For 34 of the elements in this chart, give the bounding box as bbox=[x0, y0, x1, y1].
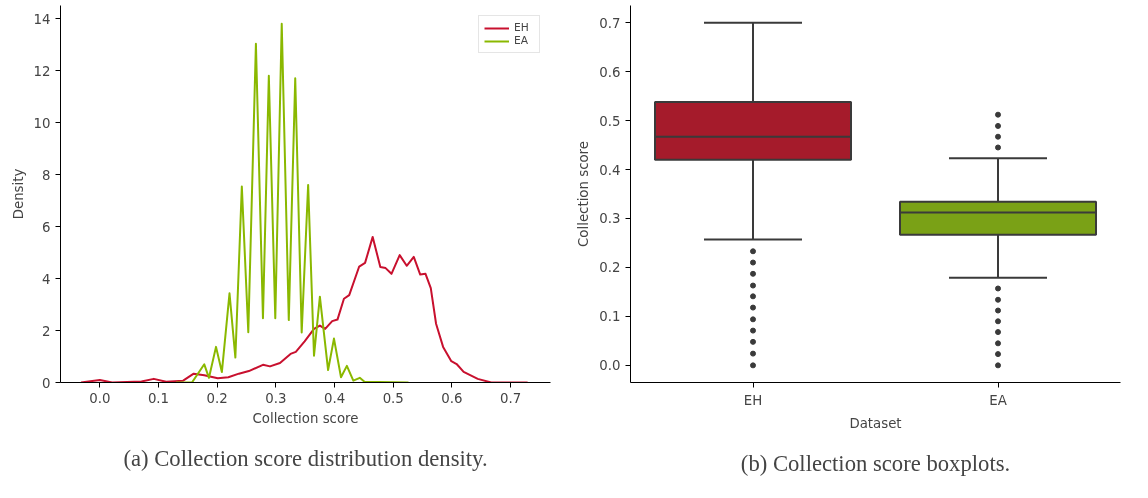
y-tick-label: 2 bbox=[42, 323, 51, 339]
x-tick-label: 0.2 bbox=[206, 390, 228, 406]
x-tick-label: 0.5 bbox=[382, 390, 404, 406]
y-tick-label: 0 bbox=[42, 375, 51, 391]
y-tick-label: 12 bbox=[33, 63, 51, 79]
x-tick-label: 0.7 bbox=[500, 390, 522, 406]
y-axis-title: Density bbox=[10, 168, 26, 220]
y-tick-label: 0.4 bbox=[599, 162, 621, 178]
y-tick-label: 0.1 bbox=[599, 309, 621, 325]
y-tick-label: 0.3 bbox=[599, 211, 621, 227]
y-tick-label: 0.5 bbox=[599, 113, 621, 129]
x-axis-title: Collection score bbox=[252, 410, 359, 426]
legend-label: EH bbox=[514, 21, 530, 34]
y-tick-label: 0.0 bbox=[599, 358, 621, 374]
y-tick-label: 14 bbox=[33, 11, 51, 27]
x-tick-label: EH bbox=[743, 392, 763, 408]
text: (b) Collection score boxplots. bbox=[740, 450, 1011, 476]
legend-label: EA bbox=[514, 34, 530, 47]
y-tick-label: 4 bbox=[42, 271, 51, 287]
x-tick-label: 0.1 bbox=[147, 390, 170, 406]
y-axis-title: Collection score bbox=[576, 141, 592, 247]
y-tick-label: 8 bbox=[42, 167, 51, 183]
x-tick-label: 0.6 bbox=[441, 390, 463, 406]
x-tick-label: EA bbox=[989, 392, 1007, 408]
x-tick-label: 0.4 bbox=[323, 390, 346, 406]
x-axis-title: Dataset bbox=[849, 415, 902, 431]
y-tick-label: 0.6 bbox=[599, 64, 621, 80]
text: (a) Collection score distribution density. bbox=[123, 445, 488, 471]
x-tick-label: 0.3 bbox=[265, 390, 287, 406]
y-tick-label: 10 bbox=[33, 115, 51, 131]
x-tick-label: 0.0 bbox=[89, 390, 111, 406]
y-tick-label: 0.7 bbox=[599, 15, 621, 31]
y-tick-label: 0.2 bbox=[599, 260, 621, 276]
y-tick-label: 6 bbox=[42, 219, 51, 235]
